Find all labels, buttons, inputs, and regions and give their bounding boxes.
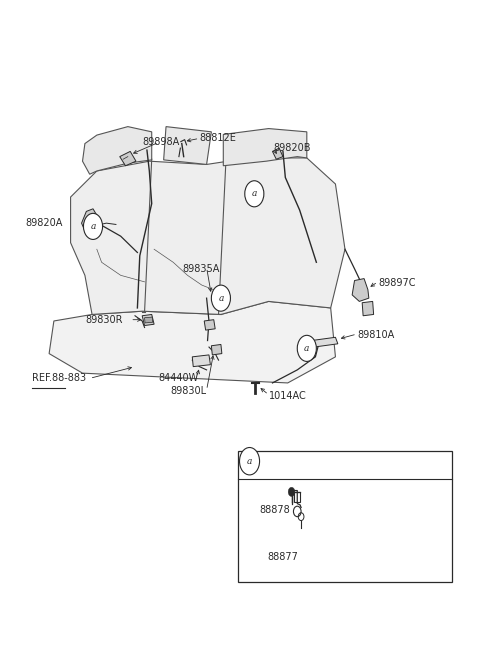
Polygon shape	[71, 158, 345, 314]
Polygon shape	[211, 345, 222, 355]
Polygon shape	[142, 314, 154, 326]
Text: 88878: 88878	[259, 505, 290, 515]
Polygon shape	[144, 317, 153, 323]
Text: 89820B: 89820B	[274, 143, 311, 153]
Polygon shape	[204, 320, 215, 330]
Circle shape	[84, 214, 103, 240]
Text: 88812E: 88812E	[199, 134, 236, 143]
Text: a: a	[218, 293, 224, 303]
Text: 89897C: 89897C	[378, 278, 416, 288]
Polygon shape	[223, 128, 307, 166]
Polygon shape	[164, 126, 211, 164]
Text: REF.88-883: REF.88-883	[33, 373, 86, 383]
Text: a: a	[247, 457, 252, 466]
Circle shape	[211, 285, 230, 311]
FancyBboxPatch shape	[238, 451, 452, 582]
Polygon shape	[312, 337, 338, 347]
Text: 89830L: 89830L	[171, 386, 207, 396]
Polygon shape	[83, 126, 152, 174]
Text: 89898A: 89898A	[142, 137, 180, 147]
Polygon shape	[352, 278, 369, 301]
Text: a: a	[304, 344, 310, 353]
Text: 89830R: 89830R	[85, 314, 122, 325]
Polygon shape	[192, 355, 210, 367]
Text: 89835A: 89835A	[183, 264, 220, 274]
Circle shape	[240, 447, 260, 475]
Text: 1014AC: 1014AC	[269, 391, 306, 401]
Text: 84440W: 84440W	[159, 373, 199, 383]
Text: 88877: 88877	[268, 552, 299, 562]
Polygon shape	[49, 301, 336, 383]
Polygon shape	[273, 148, 283, 159]
Text: 89810A: 89810A	[357, 330, 394, 341]
Text: 89820A: 89820A	[25, 218, 62, 228]
Polygon shape	[82, 209, 97, 231]
Text: a: a	[252, 189, 257, 198]
Circle shape	[297, 335, 316, 362]
Circle shape	[245, 181, 264, 207]
Circle shape	[288, 487, 295, 496]
Text: a: a	[90, 222, 96, 231]
Polygon shape	[120, 151, 136, 166]
Polygon shape	[362, 301, 373, 316]
